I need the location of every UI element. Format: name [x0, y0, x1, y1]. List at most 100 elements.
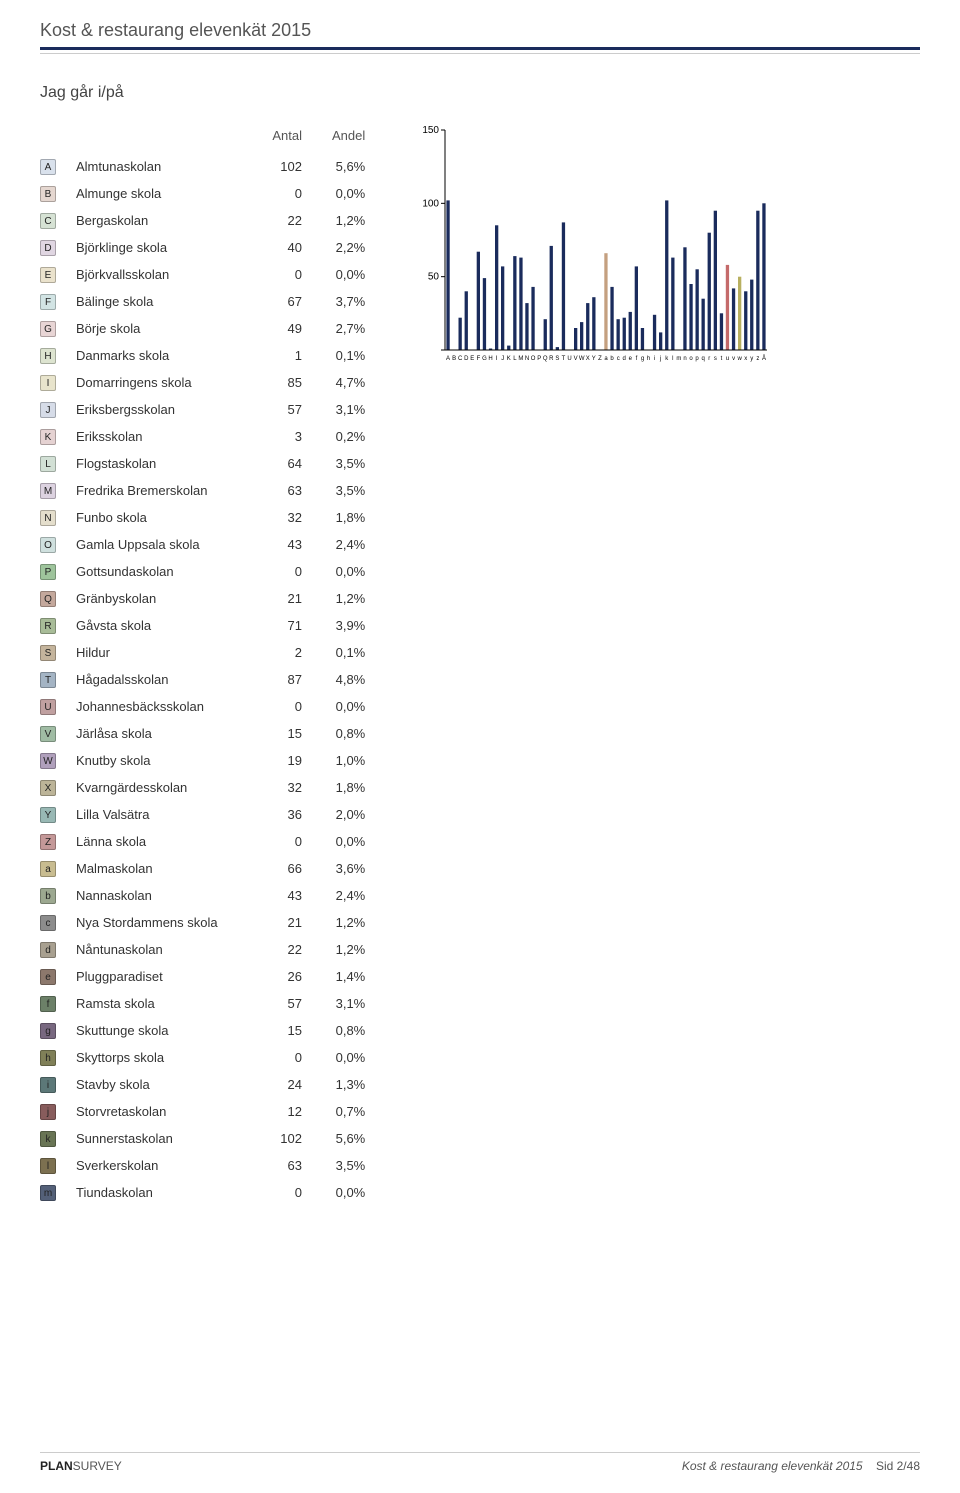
badge-letter: l	[40, 1158, 56, 1174]
svg-text:g: g	[641, 356, 644, 362]
row-count: 40	[260, 234, 320, 261]
svg-text:h: h	[647, 356, 650, 362]
svg-text:j: j	[659, 356, 661, 362]
row-badge: e	[40, 963, 70, 990]
row-count: 0	[260, 261, 320, 288]
chart-bar	[526, 303, 529, 350]
svg-text:P: P	[537, 356, 541, 362]
row-share: 3,6%	[320, 855, 383, 882]
row-share: 3,5%	[320, 450, 383, 477]
svg-text:w: w	[737, 356, 743, 362]
svg-text:Å: Å	[762, 355, 766, 362]
row-name: Björklinge skola	[70, 234, 260, 261]
svg-text:50: 50	[428, 272, 440, 283]
row-badge: m	[40, 1179, 70, 1206]
chart-bar	[465, 291, 468, 350]
row-badge: R	[40, 612, 70, 639]
chart-bar	[447, 200, 450, 350]
row-count: 0	[260, 693, 320, 720]
table-row: QGränbyskolan211,2%	[40, 585, 383, 612]
table-row: HDanmarks skola10,1%	[40, 342, 383, 369]
svg-text:R: R	[549, 356, 554, 362]
table-row: W Knutby skola191,0%	[40, 747, 383, 774]
row-share: 0,8%	[320, 1017, 383, 1044]
row-share: 0,1%	[320, 342, 383, 369]
badge-letter: F	[40, 294, 56, 310]
chart-bar	[544, 319, 547, 350]
chart-bar	[562, 222, 565, 350]
badge-letter: R	[40, 618, 56, 634]
table-row: NFunbo skola321,8%	[40, 504, 383, 531]
chart-bar	[653, 315, 656, 350]
row-badge: Q	[40, 585, 70, 612]
row-name: Funbo skola	[70, 504, 260, 531]
row-badge: I	[40, 369, 70, 396]
table-row: AAlmtunaskolan1025,6%	[40, 153, 383, 180]
table-row: EBjörkvallsskolan00,0%	[40, 261, 383, 288]
row-name: Sverkerskolan	[70, 1152, 260, 1179]
badge-letter: N	[40, 510, 56, 526]
badge-letter: a	[40, 861, 56, 877]
row-share: 2,4%	[320, 882, 383, 909]
chart-bar	[763, 203, 766, 350]
page-title: Kost & restaurang elevenkät 2015	[40, 20, 920, 47]
svg-text:q: q	[702, 356, 705, 362]
svg-text:Z: Z	[598, 356, 602, 362]
row-name: Sunnerstaskolan	[70, 1125, 260, 1152]
svg-text:F: F	[477, 356, 481, 362]
badge-letter: W	[40, 753, 56, 769]
row-count: 0	[260, 180, 320, 207]
row-count: 19	[260, 747, 320, 774]
row-name: Danmarks skola	[70, 342, 260, 369]
chart-bar	[623, 318, 626, 350]
table-row: LFlogstaskolan643,5%	[40, 450, 383, 477]
row-count: 64	[260, 450, 320, 477]
chart-bar	[708, 233, 711, 350]
table-row: aMalmaskolan663,6%	[40, 855, 383, 882]
row-count: 0	[260, 828, 320, 855]
row-badge: Z	[40, 828, 70, 855]
row-name: Knutby skola	[70, 747, 260, 774]
badge-letter: b	[40, 888, 56, 904]
row-share: 1,2%	[320, 207, 383, 234]
row-badge: K	[40, 423, 70, 450]
row-share: 3,1%	[320, 396, 383, 423]
row-badge: D	[40, 234, 70, 261]
svg-text:L: L	[513, 356, 517, 362]
svg-text:u: u	[726, 356, 729, 362]
row-count: 57	[260, 396, 320, 423]
row-count: 66	[260, 855, 320, 882]
page-footer: PLANSURVEY Kost & restaurang elevenkät 2…	[40, 1452, 920, 1473]
row-badge: a	[40, 855, 70, 882]
badge-letter: m	[40, 1185, 56, 1201]
table-row: THågadalsskolan874,8%	[40, 666, 383, 693]
chart-bar	[459, 318, 462, 350]
chart-bar	[720, 313, 723, 350]
row-count: 15	[260, 720, 320, 747]
row-name: Kvarngärdesskolan	[70, 774, 260, 801]
row-name: Fredrika Bremerskolan	[70, 477, 260, 504]
table-row: bNannaskolan432,4%	[40, 882, 383, 909]
chart-bar	[507, 346, 510, 350]
table-row: lSverkerskolan633,5%	[40, 1152, 383, 1179]
row-name: Nåntunaskolan	[70, 936, 260, 963]
svg-text:x: x	[744, 356, 747, 362]
badge-letter: d	[40, 942, 56, 958]
row-share: 2,7%	[320, 315, 383, 342]
row-share: 0,1%	[320, 639, 383, 666]
row-count: 63	[260, 1152, 320, 1179]
row-badge: g	[40, 1017, 70, 1044]
row-count: 21	[260, 909, 320, 936]
chart-bar	[617, 319, 620, 350]
svg-text:C: C	[458, 356, 463, 362]
row-share: 1,0%	[320, 747, 383, 774]
row-name: Nya Stordammens skola	[70, 909, 260, 936]
svg-text:Y: Y	[592, 356, 596, 362]
row-name: Skyttorps skola	[70, 1044, 260, 1071]
footer-brand-rest: SURVEY	[73, 1459, 122, 1473]
badge-letter: h	[40, 1050, 56, 1066]
row-badge: P	[40, 558, 70, 585]
svg-text:S: S	[556, 356, 560, 362]
svg-text:s: s	[714, 356, 717, 362]
row-count: 15	[260, 1017, 320, 1044]
